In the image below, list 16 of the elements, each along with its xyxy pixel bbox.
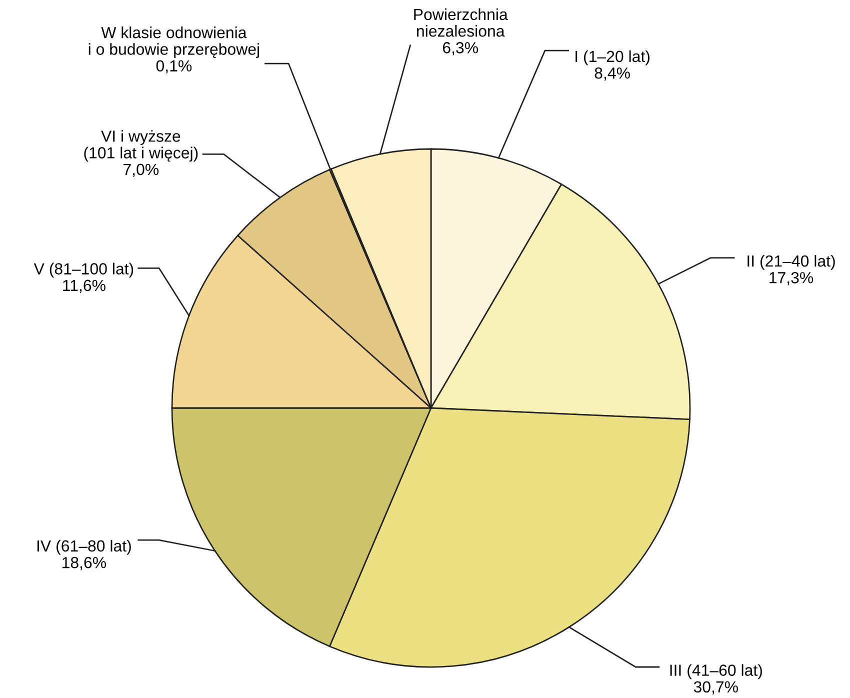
slice-label: W klasie odnowienia i o budowie przerębowej: [88, 26, 259, 58]
data-label: 18,6%: [62, 556, 106, 570]
data-label: 30,7%: [694, 681, 738, 694]
slice-label: VI i wyższe (101 lat i więcej): [84, 130, 198, 162]
data-label: 7,0%: [124, 164, 159, 177]
data-label: 17,3%: [770, 272, 814, 286]
slice-label: II (21–40 lat): [748, 254, 835, 270]
slice-label: Powierzchnia niezalesiona: [414, 8, 508, 37]
slice-label: I (1–20 lat): [576, 50, 650, 66]
slice-label: V (81–100 lat): [34, 262, 134, 278]
data-label: 0,1%: [156, 60, 192, 74]
data-label: 6,3%: [442, 42, 478, 56]
data-label: 8,4%: [594, 67, 630, 81]
data-label: 11,6%: [63, 280, 106, 293]
slice-label: III (41–60 lat): [670, 664, 762, 680]
slice-label: IV (61–80 lat): [37, 540, 131, 555]
